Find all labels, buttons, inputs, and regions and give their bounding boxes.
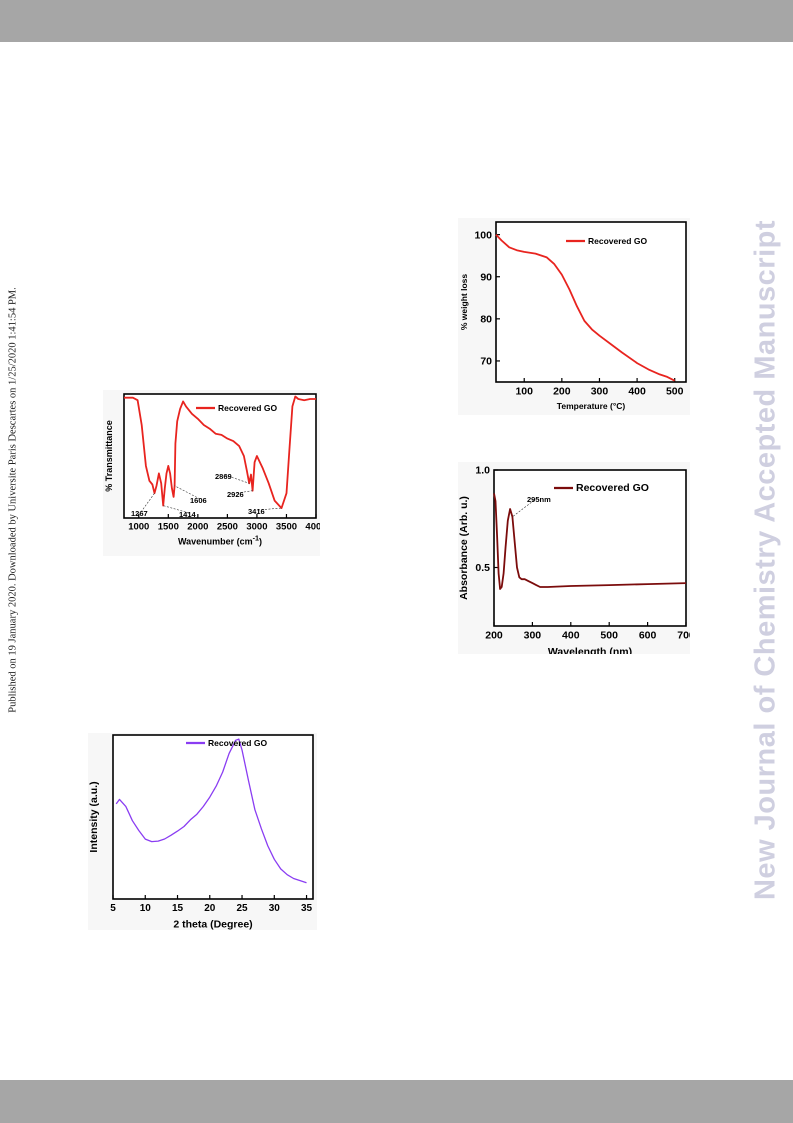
ftir-xtick-label: 3500	[276, 522, 297, 533]
uv-legend-label: Recovered GO	[576, 482, 649, 494]
ftir-legend-label: Recovered GO	[218, 403, 277, 413]
ftir-annotation-label: 1414	[179, 510, 197, 519]
uv-annotation-label: 295nm	[527, 495, 551, 504]
uv-xtick-label: 600	[639, 630, 657, 642]
tga-xtick-label: 500	[666, 386, 684, 398]
tga-legend-label: Recovered GO	[588, 236, 647, 246]
xrd-chart: 5 10 15 20 25 30 35 2 theta (Degree) Intensity (…	[88, 733, 317, 930]
ftir-annotation-leader	[174, 485, 201, 500]
ftir-xtick-label: 2500	[217, 522, 238, 533]
ftir-annotation-leader	[236, 490, 253, 494]
uv-plot-frame	[493, 469, 687, 627]
journal-watermark-text: New Journal of Chemistry Accepted Manusc…	[749, 219, 782, 901]
xrd-x-axis-label: 2 theta (Degree)	[173, 919, 252, 931]
tga-chart-svg: 100 200 300 400 500 70 80 90 100 Temperature (°C)…	[459, 221, 687, 411]
ftir-annotation-leader	[163, 505, 190, 514]
tga-ytick-label: 100	[474, 229, 492, 241]
ftir-x-axis-label: Wavenumber (cm-1)	[178, 534, 262, 547]
xrd-xtick-label: 35	[301, 903, 313, 914]
ftir-series-line	[124, 395, 316, 509]
ftir-y-axis-label: % Transmittance	[104, 420, 114, 492]
xrd-xtick-label: 5	[110, 903, 116, 914]
ftir-annotation-leader	[224, 474, 250, 484]
bottom-band	[0, 1080, 793, 1123]
uv-series-line	[493, 493, 687, 590]
tga-series-line	[495, 233, 676, 382]
ftir-xtick-label: 3000	[246, 522, 267, 533]
ftir-chart: 1000 1500 2000 2500 3000 3500 4000 Wavenumber (…	[103, 390, 320, 556]
xrd-xtick-label: 30	[269, 903, 281, 914]
xrd-xtick-label: 15	[172, 903, 184, 914]
xrd-chart-svg: 5 10 15 20 25 30 35 2 theta (Degree) Intensity (…	[88, 734, 314, 931]
ftir-x-axis-label-close: )	[259, 537, 262, 547]
tga-x-axis-label: Temperature (°C)	[557, 401, 626, 411]
uv-y-axis-label: Absorbance (Arb. u.)	[458, 496, 470, 600]
uv-annotation-leader	[512, 497, 538, 518]
uv-chart: 200 300 400 500 600 700 0.5 1.0 Wavelength (nm) A…	[458, 462, 690, 654]
xrd-xtick-label: 20	[204, 903, 216, 914]
ftir-annotation-label: 2869	[215, 472, 232, 481]
xrd-xtick-label: 25	[236, 903, 248, 914]
tga-xtick-label: 100	[515, 386, 533, 398]
uv-xtick-label: 200	[485, 630, 503, 642]
ftir-chart-svg: 1000 1500 2000 2500 3000 3500 4000 Wavenumber (…	[104, 393, 320, 547]
tga-chart: 100 200 300 400 500 70 80 90 100 Temperature (°C)…	[458, 218, 690, 415]
xrd-y-axis-label: Intensity (a.u.)	[88, 781, 100, 852]
ftir-plot-frame	[123, 393, 317, 519]
uv-x-axis-label: Wavelength (nm)	[548, 646, 632, 654]
tga-xtick-label: 400	[628, 386, 646, 398]
uv-chart-svg: 200 300 400 500 600 700 0.5 1.0 Wavelength (nm) A…	[458, 465, 690, 654]
top-band	[0, 0, 793, 42]
ftir-xtick-label: 4000	[305, 522, 320, 533]
tga-ytick-label: 70	[480, 356, 492, 368]
tga-xtick-label: 200	[553, 386, 571, 398]
uv-xtick-label: 300	[524, 630, 542, 642]
uv-xtick-label: 400	[562, 630, 580, 642]
ftir-annotation-leader	[257, 507, 282, 511]
ftir-xtick-label: 2000	[187, 522, 208, 533]
ftir-xtick-label: 1000	[128, 522, 149, 533]
ftir-annotation-leader	[140, 493, 155, 513]
ftir-annotation-label: 1267	[131, 509, 148, 518]
uv-xtick-label: 500	[600, 630, 618, 642]
tga-xtick-label: 300	[591, 386, 609, 398]
xrd-xtick-label: 10	[140, 903, 152, 914]
uv-ytick-label: 0.5	[475, 562, 490, 574]
publication-note-text: Published on 19 January 2020. Downloaded…	[7, 287, 19, 713]
tga-ytick-label: 80	[480, 314, 492, 326]
ftir-xtick-label: 1500	[158, 522, 179, 533]
tga-y-axis-label: % weight loss	[459, 274, 469, 330]
ftir-annotation-label: 2926	[227, 490, 244, 499]
xrd-plot-frame	[112, 734, 314, 900]
xrd-series-line	[115, 738, 307, 884]
tga-ytick-label: 90	[480, 271, 492, 283]
ftir-annotation-label: 3416	[248, 507, 265, 516]
tga-plot-frame	[495, 221, 687, 383]
ftir-x-axis-label-superscript: -1	[253, 534, 259, 543]
uv-ytick-label: 1.0	[475, 465, 490, 477]
xrd-legend-label: Recovered GO	[208, 738, 267, 748]
ftir-annotation-label: 1606	[190, 496, 207, 505]
uv-xtick-label: 700	[677, 630, 690, 642]
